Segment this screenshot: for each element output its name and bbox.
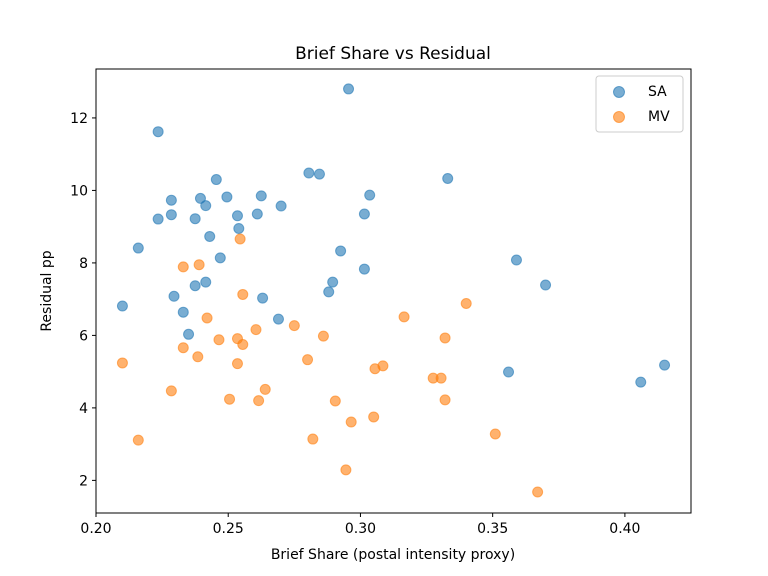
data-point-mv [177,261,189,273]
x-axis-label: Brief Share (postal intensity proxy) [271,547,515,563]
data-point-mv [398,311,410,323]
data-point-mv [250,324,262,336]
x-tick-label: 0.25 [213,521,244,537]
data-point-mv [435,372,447,384]
data-point-sa [251,208,263,220]
data-point-sa [255,190,267,202]
data-point-sa [152,213,164,225]
legend-box [595,75,684,133]
data-point-sa [189,213,201,225]
data-point-sa [204,230,216,242]
y-tick-label: 4 [79,401,88,417]
data-point-mv [340,464,352,476]
data-point-sa [313,168,325,180]
data-point-sa [200,276,212,288]
data-point-sa [659,359,671,371]
data-point-sa [540,279,552,291]
data-point-sa [165,194,177,206]
data-point-sa [116,300,128,312]
data-point-sa [272,313,284,325]
data-point-mv [302,354,314,366]
data-point-mv [460,298,472,309]
data-point-sa [168,290,180,302]
data-point-sa [358,263,370,275]
legend-marker-sa [613,86,625,98]
data-point-sa [231,210,243,222]
data-point-mv [259,383,271,395]
data-point-sa [364,189,376,201]
x-tick-label: 0.35 [477,521,508,537]
data-point-sa [343,83,355,95]
data-point-sa [210,174,222,186]
data-point-mv [165,385,177,397]
data-point-mv [177,342,189,354]
data-point-mv [132,434,144,446]
data-point-mv [231,358,243,370]
data-point-mv [193,259,205,271]
data-point-mv [237,288,249,300]
data-point-sa [152,126,164,138]
data-point-sa [194,192,206,204]
data-point-mv [237,338,249,350]
data-point-sa [275,200,287,212]
data-point-sa [257,292,269,304]
data-point-sa [323,286,335,298]
data-point-mv [489,428,501,440]
y-tick-label: 12 [70,111,88,127]
data-point-mv [439,394,451,406]
data-point-mv [532,486,544,498]
data-point-mv [116,357,128,369]
legend-label-sa: SA [648,84,667,100]
data-point-sa [183,328,195,340]
data-point-mv [224,393,236,405]
data-point-mv [288,320,300,332]
legend-marker-mv [613,111,625,123]
data-point-sa [442,172,454,184]
x-axis: 0.20 0.25 0.30 0.35 0.40 [80,513,640,537]
data-point-sa [233,222,245,234]
y-axis-label: Residual pp [39,250,55,331]
plot-frame [95,68,692,514]
data-point-sa [165,209,177,221]
x-tick-label: 0.40 [609,521,640,537]
data-point-sa [177,306,189,318]
y-tick-label: 2 [79,473,88,489]
data-point-mv [317,330,329,342]
data-point-sa [503,366,515,378]
data-point-mv [234,233,246,245]
points-layer [116,83,671,498]
data-point-sa [214,252,226,264]
data-point-sa [200,200,212,212]
data-point-sa [189,280,201,292]
data-point-mv [329,395,341,407]
legend: SA MV [595,75,684,133]
data-point-sa [303,167,315,179]
data-point-mv [439,332,451,344]
data-point-mv [253,395,265,407]
x-tick-label: 0.30 [345,521,376,537]
data-point-mv [369,363,381,375]
data-point-mv [345,416,357,428]
data-point-sa [327,276,339,288]
data-point-mv [201,312,213,324]
data-point-mv [213,334,225,346]
data-point-sa [510,254,522,266]
data-point-mv [368,411,380,423]
data-point-sa [635,376,647,388]
data-point-sa [132,242,144,254]
legend-label-mv: MV [648,109,670,125]
data-point-mv [307,433,319,445]
data-point-sa [221,191,233,203]
y-tick-label: 10 [70,183,88,199]
y-tick-label: 8 [79,256,88,272]
y-tick-label: 6 [79,328,88,344]
y-axis: 2 4 6 8 10 12 [70,111,96,489]
data-point-mv [192,351,204,363]
data-point-sa [335,245,347,257]
chart-title: Brief Share vs Residual [295,44,491,64]
data-point-sa [358,208,370,220]
x-tick-label: 0.20 [80,521,111,537]
